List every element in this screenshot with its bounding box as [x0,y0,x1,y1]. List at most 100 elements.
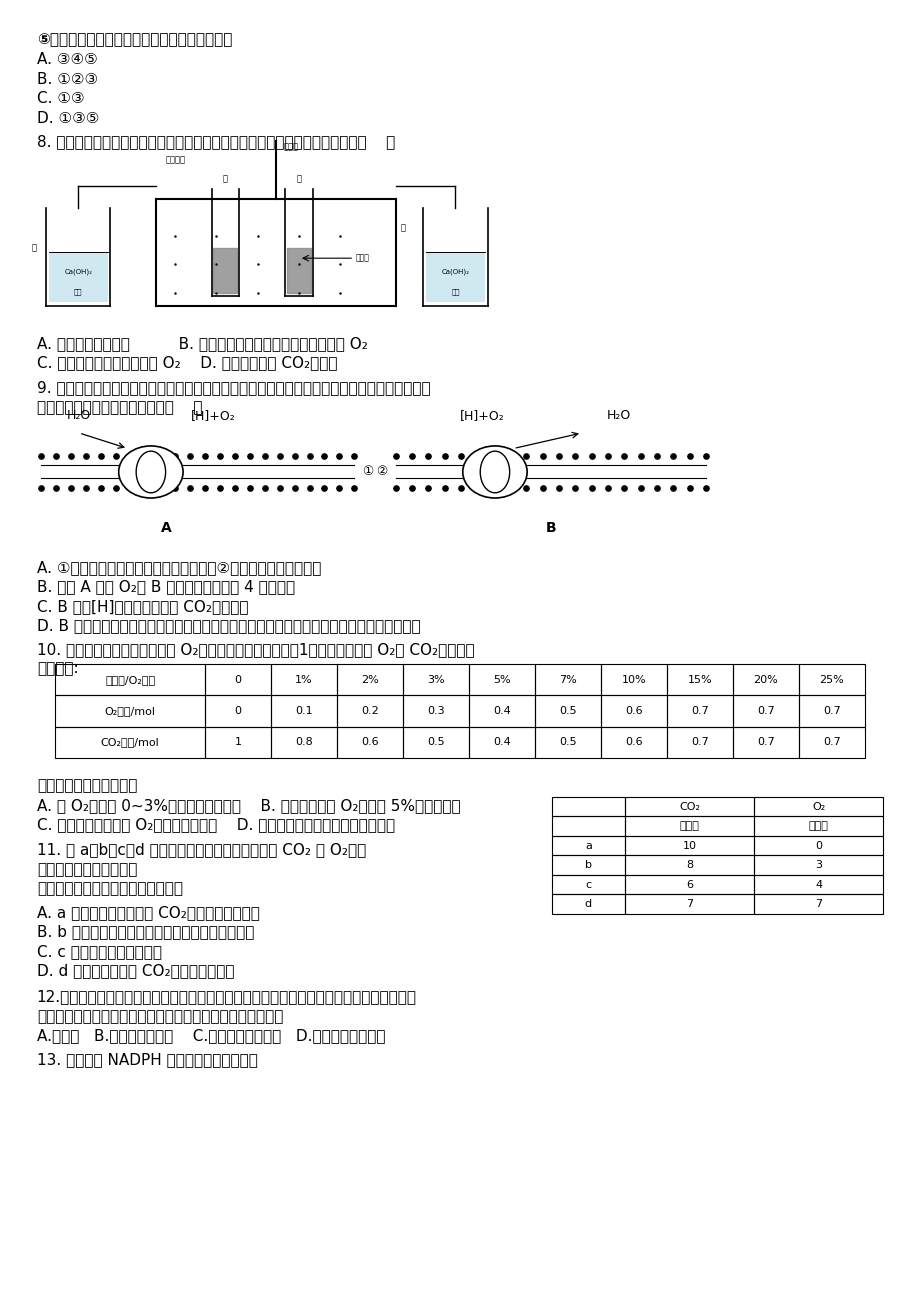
Text: A. 在 O₂浓度为 0~3%时只进行无氧呼吸    B. 贮藏时应选择 O₂浓度为 5%的适宜条件: A. 在 O₂浓度为 0~3%时只进行无氧呼吸 B. 贮藏时应选择 O₂浓度为 … [37,798,460,814]
Text: 5%: 5% [493,674,510,685]
Text: 11. 在 a、b、c、d 条件下，测得某植物种子萍发时 CO₂ 和 O₂体积: 11. 在 a、b、c、d 条件下，测得某植物种子萍发时 CO₂ 和 O₂体积 [37,842,366,858]
Text: B. b 条件下，有氧呼吸消耗的葡萄糖比厌氧呼吸多: B. b 条件下，有氧呼吸消耗的葡萄糖比厌氧呼吸多 [37,924,254,940]
Bar [403,664,469,695]
Ellipse shape [119,445,183,497]
Text: 20%: 20% [753,674,777,685]
Bar [551,836,624,855]
Ellipse shape [462,445,527,497]
Bar [600,727,666,758]
Text: B. 如果 A 中的 O₂被 B 利用，至少要穿过 4 层生物膜: B. 如果 A 中的 O₂被 B 利用，至少要穿过 4 层生物膜 [37,579,295,595]
Text: 0.6: 0.6 [624,737,642,747]
Bar [732,695,798,727]
Bar [469,695,534,727]
Text: 0.4: 0.4 [493,706,510,716]
Bar [798,695,864,727]
Bar [551,894,624,914]
Text: 13. 下列关于 NADPH 的叙述中，不正确的是: 13. 下列关于 NADPH 的叙述中，不正确的是 [37,1052,257,1068]
Text: 0.6: 0.6 [624,706,642,716]
Text: C. ①③: C. ①③ [37,91,85,107]
Text: 4: 4 [814,880,822,889]
Text: A.绿光区   B.红光区和绿光区    C.蓝紫光区和绿光区   D.红光区和蓝紫光区: A.绿光区 B.红光区和绿光区 C.蓝紫光区和绿光区 D.红光区和蓝紫光区 [37,1029,385,1044]
Bar [754,836,882,855]
Text: C. 有氧呼吸的强度随 O₂浓度升高而增强    D. 无氧呼吸的产物是乳酸和二氧化碗: C. 有氧呼吸的强度随 O₂浓度升高而增强 D. 无氧呼吸的产物是乳酸和二氧化碗 [37,818,394,833]
Text: B. ①②③: B. ①②③ [37,72,97,87]
Text: 3: 3 [814,861,822,870]
Text: ②: ② [376,466,387,478]
Text: 2%: 2% [360,674,379,685]
Text: 10. 将等量的小麦种子分别放在 O₂浓度不同的密闭容器中，1小时后，容器中 O₂和 CO₂的变化情: 10. 将等量的小麦种子分别放在 O₂浓度不同的密闭容器中，1小时后，容器中 O… [37,642,474,658]
Text: 1: 1 [234,737,241,747]
Text: 有关的说法中，欠妥当的一项是（    ）: 有关的说法中，欠妥当的一项是（ ） [37,400,202,415]
Bar [336,727,403,758]
Text: 0.3: 0.3 [426,706,444,716]
Bar [754,875,882,894]
Text: 7%: 7% [559,674,576,685]
Text: 6: 6 [686,880,692,889]
Bar [55,727,205,758]
Bar [798,727,864,758]
Bar [624,875,754,894]
Text: 石腊油: 石腊油 [356,254,369,263]
Text: 0.5: 0.5 [559,706,576,716]
Text: Ca(OH)₂: Ca(OH)₂ [441,268,469,275]
Text: 1%: 1% [295,674,312,685]
Text: 甲: 甲 [32,243,37,251]
Text: [H]+O₂: [H]+O₂ [460,410,505,422]
Text: b: b [584,861,591,870]
Text: CO₂释放/mol: CO₂释放/mol [100,737,159,747]
Text: 25%: 25% [819,674,844,685]
Text: 0.5: 0.5 [559,737,576,747]
Text: 0.7: 0.7 [690,737,708,747]
Text: H₂O: H₂O [607,410,630,422]
Text: 0.7: 0.7 [822,737,840,747]
Bar [271,695,336,727]
Bar [600,664,666,695]
Text: 乙: 乙 [222,174,228,184]
Text: 吸收量: 吸收量 [808,822,828,831]
Bar [551,816,624,836]
Bar [624,894,754,914]
Text: 0.7: 0.7 [690,706,708,716]
Text: 3%: 3% [426,674,444,685]
Bar [534,664,600,695]
Text: D. d 条件下，产生的 CO₂全部来自线粒体: D. d 条件下，产生的 CO₂全部来自线粒体 [37,963,234,979]
Bar [55,695,205,727]
Text: 丙: 丙 [296,174,301,184]
Bar [534,727,600,758]
Bar [754,816,882,836]
Text: a: a [584,841,591,850]
Text: C. 气泵泵入的气体应先除去 O₂    D. 实验因变量为 CO₂的有无: C. 气泵泵入的气体应先除去 O₂ D. 实验因变量为 CO₂的有无 [37,355,337,371]
Bar [205,664,271,695]
Text: 10: 10 [682,841,696,850]
Bar [624,855,754,875]
Text: 7: 7 [686,900,692,909]
Text: CO₂: CO₂ [678,802,699,811]
Bar [205,695,271,727]
Bar [754,855,882,875]
Text: D. ①③⑤: D. ①③⑤ [37,111,99,126]
Text: 况如下表:: 况如下表: [37,661,78,677]
Text: 8: 8 [686,861,692,870]
Text: A. ①具有吸收、传递和转换光能的功能，②的化学本质是蛋白质，: A. ①具有吸收、传递和转换光能的功能，②的化学本质是蛋白质， [37,560,321,575]
Bar [403,727,469,758]
Text: 0.2: 0.2 [360,706,379,716]
Circle shape [480,452,509,493]
Text: 8. 下图为某生物小组探究酵母菌呼吸方式的实验设计装置。下列叙述正确的是（    ）: 8. 下图为某生物小组探究酵母菌呼吸方式的实验设计装置。下列叙述正确的是（ ） [37,134,394,150]
Bar [624,836,754,855]
Text: 底物是葡萄糖，则下列叙述正确的是: 底物是葡萄糖，则下列叙述正确的是 [37,881,183,897]
Text: C. B 中的[H]是丙酮酸分解为 CO₂时产生的: C. B 中的[H]是丙酮酸分解为 CO₂时产生的 [37,599,248,615]
Text: 0: 0 [814,841,822,850]
Bar [732,727,798,758]
Text: 0: 0 [234,706,241,716]
Bar [754,797,882,816]
Text: 9. 下图是某一种植物的一个叶肉细胞中的两种生物膜结构，以及在它们上发生的生化反应。下列: 9. 下图是某一种植物的一个叶肉细胞中的两种生物膜结构，以及在它们上发生的生化反… [37,380,430,396]
Text: 15%: 15% [686,674,711,685]
Text: d: d [584,900,591,909]
Text: 12.阳光通过三棱镜能显示出七种颜色的连续光谱，如果将一瓶叶绿素提取液放在光源和三棱: 12.阳光通过三棱镜能显示出七种颜色的连续光谱，如果将一瓶叶绿素提取液放在光源和… [37,990,416,1005]
Text: 0.6: 0.6 [361,737,379,747]
Text: [H]+O₂: [H]+O₂ [191,410,235,422]
Bar [271,727,336,758]
Bar [666,727,732,758]
Bar [336,664,403,695]
Bar [469,664,534,695]
